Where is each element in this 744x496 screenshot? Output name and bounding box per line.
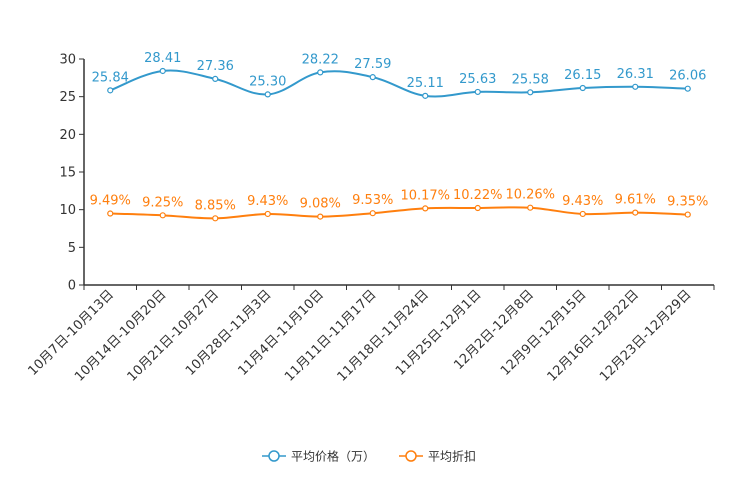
data-label: 9.35% <box>667 195 708 210</box>
data-point[interactable] <box>422 205 429 212</box>
data-point[interactable] <box>369 210 376 217</box>
data-point[interactable] <box>159 212 166 219</box>
data-point[interactable] <box>159 67 166 75</box>
data-label: 9.08% <box>300 197 341 212</box>
y-tick-label: 30 <box>59 53 76 68</box>
data-point[interactable] <box>474 88 481 96</box>
data-label: 9.43% <box>562 194 603 209</box>
legend-marker <box>405 450 417 462</box>
data-label: 25.30 <box>249 74 286 89</box>
data-point[interactable] <box>422 92 429 99</box>
series-line <box>110 206 688 220</box>
data-label: 9.61% <box>615 193 656 208</box>
data-label: 10.22% <box>453 188 503 203</box>
data-label: 27.36 <box>197 59 234 74</box>
x-tick-label: 11月11日-11月17日 <box>282 287 379 384</box>
data-point[interactable] <box>632 83 639 90</box>
x-tick-label: 11月18日-11月24日 <box>335 287 432 384</box>
data-point[interactable] <box>264 210 271 218</box>
data-label: 25.84 <box>92 70 129 85</box>
y-tick-label: 20 <box>59 128 76 143</box>
data-point[interactable] <box>212 75 219 82</box>
data-label: 9.25% <box>142 195 183 210</box>
legend-item-1[interactable]: 平均价格（万） <box>262 449 375 464</box>
data-point[interactable] <box>474 204 481 212</box>
data-label: 8.85% <box>195 198 236 213</box>
data-label: 25.63 <box>459 72 496 87</box>
y-tick-label: 5 <box>68 241 76 256</box>
x-tick-label: 12月23日-12月29日 <box>597 287 694 384</box>
data-point[interactable] <box>579 84 586 92</box>
x-tick-label: 10月7日-10月13日 <box>25 287 117 379</box>
data-label: 9.49% <box>90 194 131 209</box>
data-point[interactable] <box>369 74 376 81</box>
legend-item-2[interactable]: 平均折扣 <box>399 449 476 464</box>
y-axis: 0 5 10 15 20 25 30 <box>59 53 85 294</box>
y-tick-label: 15 <box>59 166 76 181</box>
y-tick-label: 25 <box>59 90 76 105</box>
data-label: 25.58 <box>512 72 549 87</box>
y-tick-label: 0 <box>68 279 76 294</box>
data-label: 28.41 <box>144 51 181 66</box>
data-point[interactable] <box>212 215 219 222</box>
data-label: 27.59 <box>354 57 391 72</box>
legend-label: 平均折扣 <box>428 449 476 464</box>
data-label: 10.17% <box>400 188 450 203</box>
series-layer: 25.84 28.41 27.36 25.30 28.22 27.59 25.11 25.63… <box>90 51 708 222</box>
data-label: 26.31 <box>617 67 654 82</box>
data-point[interactable] <box>684 85 691 92</box>
data-point[interactable] <box>579 210 586 218</box>
data-point[interactable] <box>684 211 691 218</box>
data-label: 25.11 <box>407 76 444 91</box>
data-point[interactable] <box>107 210 114 217</box>
series-1: 25.84 28.41 27.36 25.30 28.22 27.59 25.11 25.63… <box>92 51 706 99</box>
x-tick-label: 12月16日-12月22日 <box>545 287 642 384</box>
data-point[interactable] <box>317 213 324 220</box>
data-label: 26.06 <box>669 69 706 84</box>
data-point[interactable] <box>527 204 534 211</box>
data-point[interactable] <box>317 69 324 76</box>
data-point[interactable] <box>107 87 114 94</box>
series-line <box>109 69 688 98</box>
legend-label: 平均价格（万） <box>291 449 375 464</box>
data-point[interactable] <box>632 209 639 216</box>
x-tick-label: 10月14日-10月20日 <box>72 287 169 384</box>
series-2: 9.49% 9.25% 8.85% 9.43% 9.08% 9.53% 10.17% 10.2… <box>90 188 708 222</box>
data-label: 9.53% <box>352 193 393 208</box>
x-tick-label: 10月21日-10月27日 <box>125 287 222 384</box>
data-label: 26.15 <box>564 68 601 83</box>
legend-marker <box>268 450 280 462</box>
data-point[interactable] <box>264 91 271 98</box>
y-tick-label: 10 <box>59 203 76 218</box>
data-label: 28.22 <box>302 52 339 67</box>
x-axis: 10月7日-10月13日10月14日-10月20日10月21日-10月27日10… <box>25 284 715 385</box>
data-point[interactable] <box>527 89 534 96</box>
data-label: 9.43% <box>247 194 288 209</box>
legend[interactable]: 平均价格（万） 平均折扣 <box>262 449 476 464</box>
data-label: 10.26% <box>505 188 555 203</box>
